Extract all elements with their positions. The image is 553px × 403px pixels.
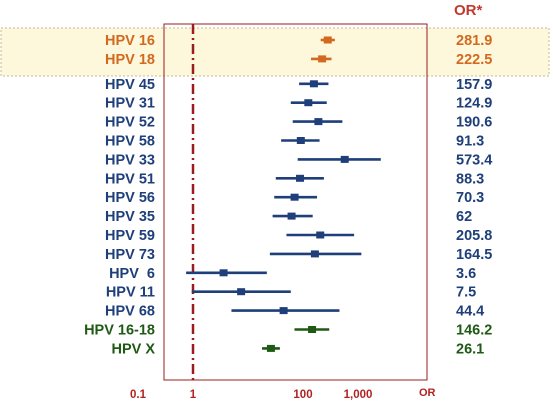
row-value: 3.6 [456, 266, 476, 282]
row-label: HPV 45 [105, 77, 155, 93]
row-label: HPV 18 [105, 52, 155, 68]
x-tick-label: 1,000 [344, 389, 373, 401]
point-estimate [323, 36, 332, 44]
row-value: 281.9 [456, 33, 492, 49]
point-estimate [219, 269, 228, 277]
row-value: 26.1 [456, 341, 484, 357]
point-estimate [237, 288, 246, 296]
value-header: OR* [454, 2, 483, 19]
point-estimate [316, 231, 325, 239]
point-estimate [287, 212, 296, 220]
point-estimate [309, 80, 318, 88]
x-tick-label: 0.1 [130, 389, 147, 401]
row-label: HPV 52 [105, 115, 155, 131]
point-estimate [266, 344, 275, 352]
point-estimate [290, 193, 299, 201]
highlight-band [0, 27, 550, 77]
point-estimate [340, 155, 349, 163]
plot-frame [163, 23, 428, 381]
row-label: HPV 33 [105, 152, 155, 168]
row-value: 88.3 [456, 171, 484, 187]
row-label: HPV 6 [109, 266, 155, 282]
point-estimate [318, 55, 327, 63]
row-value: 573.4 [456, 152, 492, 168]
row-label: HPV 56 [105, 190, 155, 206]
row-value: 157.9 [456, 77, 492, 93]
point-estimate [279, 307, 288, 315]
row-label: HPV 68 [105, 304, 155, 320]
row-value: 62 [456, 209, 472, 225]
row-label: HPV 31 [105, 96, 155, 112]
row-value: 222.5 [456, 52, 492, 68]
row-label: HPV X [111, 341, 155, 357]
row-value: 91.3 [456, 134, 484, 150]
row-value: 146.2 [456, 323, 492, 339]
row-label: HPV 59 [105, 228, 155, 244]
point-estimate [296, 174, 305, 182]
x-tick-label: 1 [190, 389, 197, 401]
x-axis-label: OR [419, 387, 436, 399]
point-estimate [310, 250, 319, 258]
row-value: 164.5 [456, 247, 492, 263]
row-label: HPV 58 [105, 134, 155, 150]
row-value: 7.5 [456, 285, 476, 301]
row-label: HPV 35 [105, 209, 155, 225]
row-value: 124.9 [456, 96, 492, 112]
row-label: HPV 51 [105, 171, 155, 187]
row-label: HPV 16-18 [84, 323, 155, 339]
row-value: 44.4 [456, 304, 484, 320]
row-label: HPV 73 [105, 247, 155, 263]
point-estimate [308, 326, 317, 333]
point-estimate [314, 118, 323, 126]
point-estimate [304, 99, 313, 107]
point-estimate [296, 137, 305, 144]
row-value: 70.3 [456, 190, 484, 206]
row-label: HPV 11 [106, 285, 155, 301]
row-value: 190.6 [456, 115, 492, 131]
row-label: HPV 16 [105, 33, 155, 49]
x-tick-label: 100 [293, 389, 312, 401]
row-value: 205.8 [456, 228, 492, 244]
